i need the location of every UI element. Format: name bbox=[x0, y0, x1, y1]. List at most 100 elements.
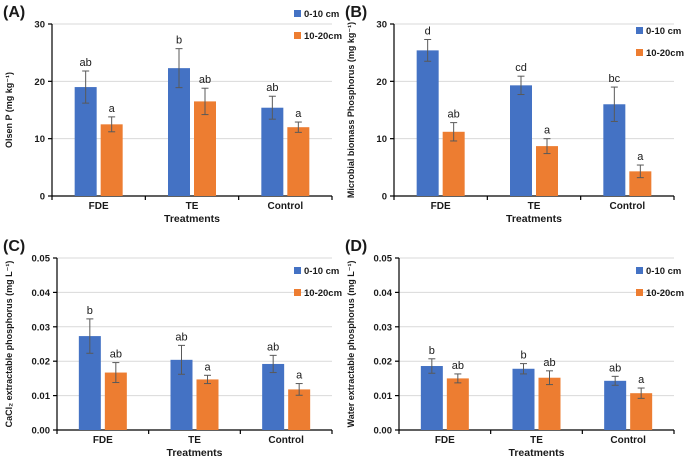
y-tick-label: 0.00 bbox=[374, 426, 393, 437]
significance-letter: a bbox=[295, 108, 302, 120]
y-tick-label: 30 bbox=[34, 20, 45, 31]
legend-swatch-0-10cm bbox=[294, 10, 301, 17]
y-axis-title: CaCl₂ extractable phosphorus (mg L⁻¹) bbox=[4, 261, 14, 428]
category-label-control: Control bbox=[268, 435, 304, 446]
legend-swatch-10-20cm bbox=[636, 289, 643, 296]
category-label-te: TE bbox=[188, 435, 201, 446]
significance-letter: a bbox=[109, 103, 116, 115]
panel-label: (D) bbox=[345, 238, 367, 255]
y-tick-label: 0.03 bbox=[32, 322, 51, 333]
legend-swatch-10-20cm bbox=[294, 32, 301, 39]
significance-letter: b bbox=[176, 35, 182, 47]
bar-fde-0-10cm bbox=[420, 366, 443, 430]
significance-letter: d bbox=[425, 25, 431, 37]
bar-te-0-10cm bbox=[510, 85, 532, 196]
y-tick-label: 0.01 bbox=[374, 391, 393, 402]
legend-label-0-10cm: 0-10 cm bbox=[304, 266, 339, 277]
significance-letter: a bbox=[544, 125, 551, 137]
y-tick-label: 0 bbox=[40, 192, 45, 203]
significance-letter: b bbox=[520, 350, 526, 362]
significance-letter: ab bbox=[452, 360, 464, 372]
y-tick-label: 0.04 bbox=[32, 288, 51, 299]
x-axis-title: Treatments bbox=[166, 447, 222, 459]
bar-fde-0-10cm bbox=[78, 336, 101, 430]
panel-label: (C) bbox=[3, 238, 25, 255]
legend-swatch-10-20cm bbox=[294, 289, 301, 296]
bar-chart-d: 0.00 0.01 0.02 0.03 0.04 0.05 b ab FDE b ab TE ab a Co… bbox=[345, 238, 684, 459]
y-tick-label: 0.00 bbox=[32, 426, 51, 437]
category-label-fde: FDE bbox=[431, 201, 451, 212]
bar-te-0-10cm bbox=[512, 368, 535, 430]
significance-letter: bc bbox=[609, 73, 621, 85]
bar-fde-10-20cm bbox=[442, 131, 465, 196]
significance-letter: ab bbox=[266, 82, 278, 94]
y-tick-label: 0.03 bbox=[374, 322, 393, 333]
category-label-control: Control bbox=[268, 201, 304, 212]
legend-label-0-10cm: 0-10 cm bbox=[304, 9, 339, 20]
y-tick-label: 0.01 bbox=[32, 391, 51, 402]
legend-swatch-10-20cm bbox=[636, 49, 643, 56]
y-tick-label: 0.05 bbox=[374, 254, 393, 265]
y-axis-title: Olsen P (mg kg⁻¹) bbox=[4, 72, 14, 148]
bar-te-10-20cm bbox=[194, 101, 216, 196]
bar-te-0-10cm bbox=[170, 359, 193, 430]
bar-chart-c: 0.00 0.01 0.02 0.03 0.04 0.05 b ab FDE ab a TE ab a Co… bbox=[3, 238, 342, 459]
bar-te-10-20cm bbox=[196, 379, 219, 430]
significance-letter: ab bbox=[199, 74, 211, 86]
legend-label-10-20cm: 10-20cm bbox=[646, 288, 684, 299]
bar-control-0-10cm bbox=[604, 380, 627, 430]
category-label-fde: FDE bbox=[435, 435, 455, 446]
significance-letter: b bbox=[429, 345, 435, 357]
significance-letter: ab bbox=[448, 109, 460, 121]
bar-fde-10-20cm bbox=[100, 124, 123, 196]
bar-chart-b: 0 10 20 30 d ab FDE cd a TE bc a Control Treatments Mi… bbox=[345, 4, 684, 225]
legend-label-10-20cm: 10-20cm bbox=[646, 48, 684, 59]
panel-label: (B) bbox=[345, 4, 367, 21]
significance-letter: a bbox=[638, 374, 645, 386]
significance-letter: ab bbox=[609, 362, 621, 374]
bar-control-10-20cm bbox=[629, 171, 652, 196]
category-label-fde: FDE bbox=[89, 201, 109, 212]
y-tick-label: 30 bbox=[376, 20, 387, 31]
y-tick-label: 20 bbox=[376, 77, 387, 88]
x-axis-title: Treatments bbox=[508, 447, 564, 459]
significance-letter: ab bbox=[110, 349, 122, 361]
panel-label: (A) bbox=[3, 4, 25, 21]
legend-label-10-20cm: 10-20cm bbox=[304, 31, 342, 42]
panel-b: 0 10 20 30 d ab FDE cd a TE bc a Control Treatments Mi… bbox=[342, 0, 685, 234]
category-label-te: TE bbox=[528, 201, 541, 212]
x-axis-title: Treatments bbox=[506, 213, 562, 225]
category-label-fde: FDE bbox=[93, 435, 113, 446]
y-axis-title: Water extractable phosphorus (mg L⁻¹) bbox=[346, 261, 356, 428]
significance-letter: ab bbox=[175, 331, 187, 343]
bar-te-10-20cm bbox=[536, 146, 558, 196]
bar-control-0-10cm bbox=[262, 363, 285, 430]
bar-chart-a: 0 10 20 30 ab a FDE b ab TE ab a Control Treatments Ol… bbox=[3, 4, 342, 225]
y-tick-label: 0.04 bbox=[374, 288, 393, 299]
panel-c: 0.00 0.01 0.02 0.03 0.04 0.05 b ab FDE ab a TE ab a Co… bbox=[0, 234, 342, 468]
bar-te-0-10cm bbox=[168, 68, 190, 196]
legend-swatch-0-10cm bbox=[636, 27, 643, 34]
legend-label-10-20cm: 10-20cm bbox=[304, 288, 342, 299]
y-tick-label: 10 bbox=[376, 134, 387, 145]
bar-fde-10-20cm bbox=[104, 372, 127, 430]
bar-control-10-20cm bbox=[630, 393, 653, 430]
bar-control-0-10cm bbox=[603, 104, 626, 196]
y-tick-label: 0.02 bbox=[32, 357, 51, 368]
category-label-control: Control bbox=[610, 201, 646, 212]
y-tick-label: 0.05 bbox=[32, 254, 51, 265]
significance-letter: a bbox=[296, 370, 303, 382]
legend-label-0-10cm: 0-10 cm bbox=[646, 266, 681, 277]
bar-control-10-20cm bbox=[287, 127, 310, 196]
y-tick-label: 10 bbox=[34, 134, 45, 145]
panel-d: 0.00 0.01 0.02 0.03 0.04 0.05 b ab FDE b ab TE ab a Co… bbox=[342, 234, 685, 468]
legend-label-0-10cm: 0-10 cm bbox=[646, 26, 681, 37]
y-tick-label: 20 bbox=[34, 77, 45, 88]
bar-fde-0-10cm bbox=[416, 50, 439, 196]
bar-fde-10-20cm bbox=[446, 378, 469, 430]
significance-letter: a bbox=[204, 361, 211, 373]
bar-control-10-20cm bbox=[288, 389, 311, 430]
category-label-te: TE bbox=[530, 435, 543, 446]
significance-letter: a bbox=[637, 151, 644, 163]
